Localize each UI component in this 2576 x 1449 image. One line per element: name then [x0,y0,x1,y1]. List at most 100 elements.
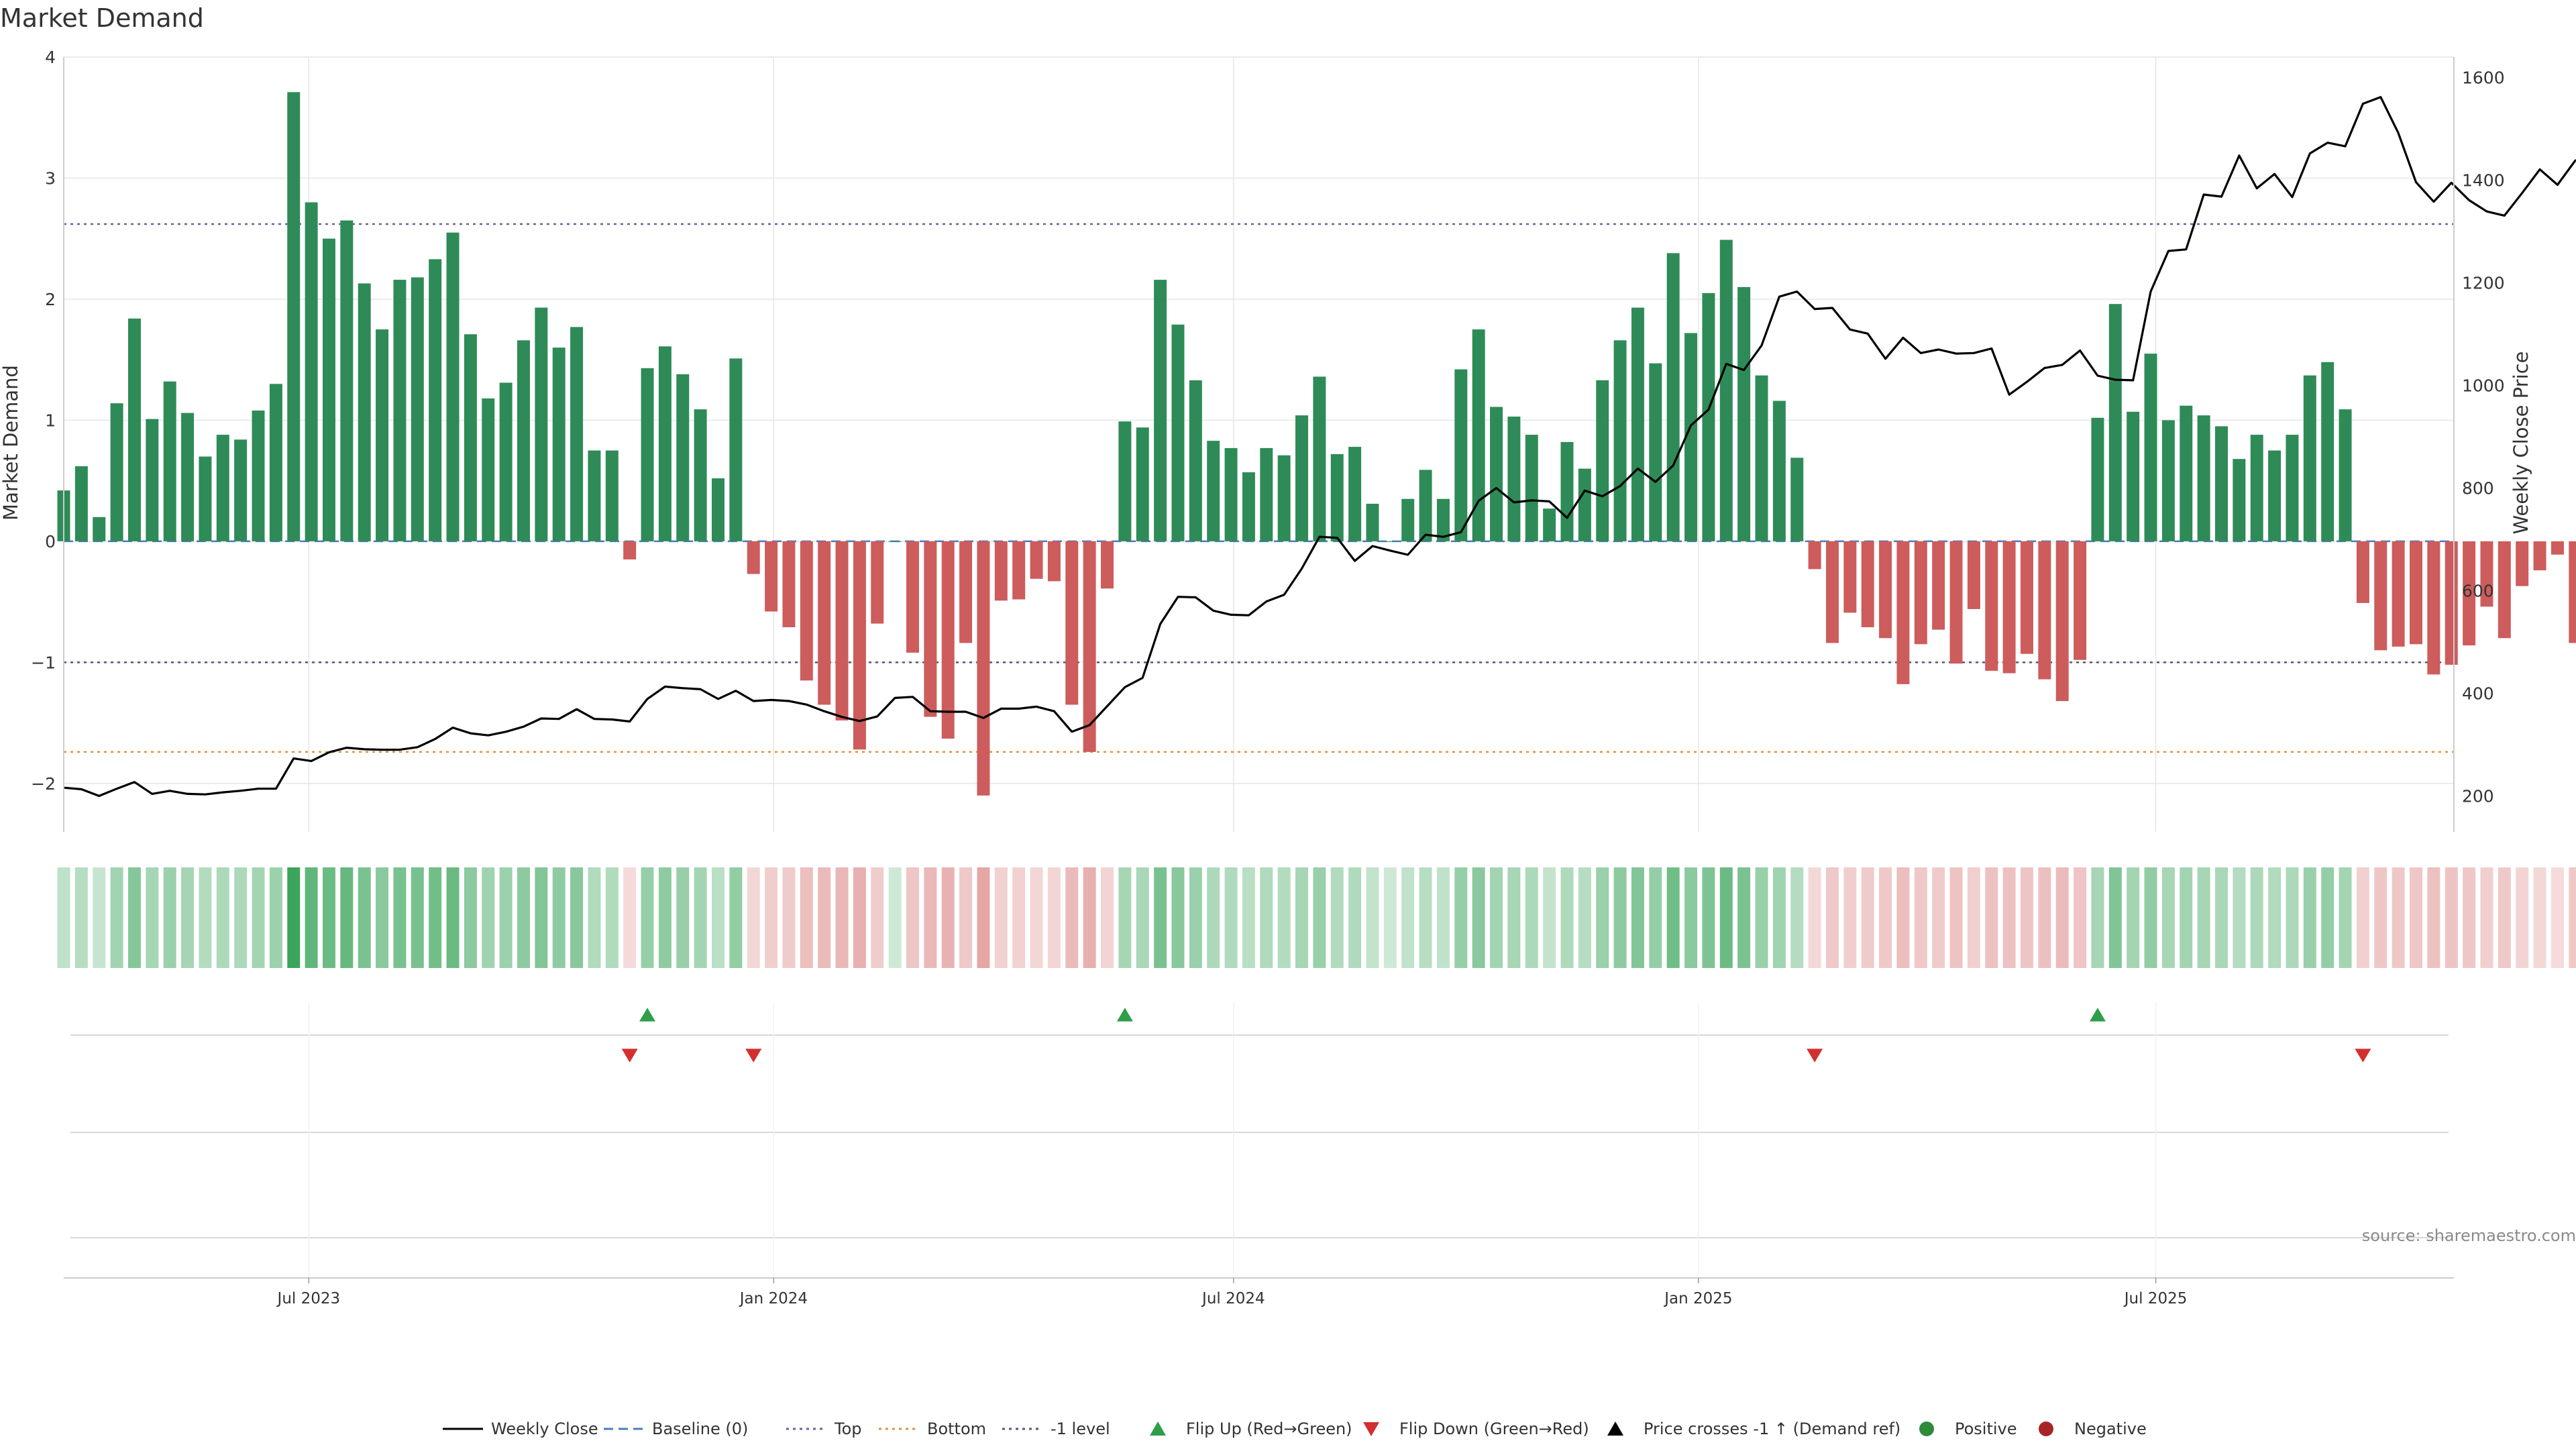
heat-cell [2569,867,2576,968]
y2-tick-label: 1400 [2462,171,2505,191]
legend-label: -1 level [1051,1419,1110,1438]
legend-label: Top [834,1419,862,1438]
demand-bar [411,277,424,541]
heat-cell [1560,867,1574,968]
demand-bar [2410,541,2422,645]
heat-cell [2480,867,2493,968]
heat-cell [2356,867,2369,968]
demand-bar [888,541,902,542]
heat-cell [1012,867,1026,968]
demand-bar [1879,541,1892,639]
demand-bar [2480,541,2493,607]
heat-cell [181,867,195,968]
heat-cell [1507,867,1521,968]
heat-cell [676,867,690,968]
demand-bar [1985,541,1998,671]
demand-bar [853,541,866,750]
heat-cell [199,867,212,968]
heat-cell [1401,867,1415,968]
demand-bar [358,283,371,541]
demand-bar [1631,307,1644,541]
heat-cell [1684,867,1698,968]
heat-cell [1472,867,1485,968]
demand-bar [322,238,335,541]
heat-cell [163,867,176,968]
flip-up-marker [1116,1008,1133,1022]
demand-bar [747,541,760,574]
heat-cell [2108,867,2122,968]
demand-bar [1472,329,1485,541]
heat-cell [1525,867,1538,968]
y2-tick-label: 1200 [2462,274,2505,293]
demand-bar [2445,541,2458,665]
x-tick-label: Jul 2025 [2123,1290,2188,1307]
demand-bar [1348,447,1362,541]
demand-bar [1702,292,1715,541]
demand-bar [1560,441,1574,541]
demand-bar [110,403,123,541]
demand-bar [2533,541,2546,571]
heat-cell [2374,867,2387,968]
demand-bar [1277,455,1291,541]
legend: Weekly Close Baseline (0) Top Bottom -1 leve… [443,1419,2147,1438]
negative-swatch [2039,1421,2053,1436]
heat-cell [340,867,354,968]
demand-bar [2339,409,2352,541]
y2-tick-label: 1600 [2462,68,2505,88]
demand-bar [464,334,477,541]
heat-cell [287,867,301,968]
heat-cell [1419,867,1432,968]
demand-bar [871,541,884,624]
y-tick-label: 4 [45,48,56,67]
demand-bar [623,541,637,559]
demand-bar [1189,380,1202,541]
heat-cell [376,867,389,968]
demand-bar [2356,541,2369,603]
heat-cell [2144,867,2157,968]
demand-bar [2233,459,2246,541]
heat-cell [2002,867,2016,968]
demand-bar [1490,407,1503,541]
demand-bar [146,419,159,541]
y-tick-label: 3 [45,168,56,188]
demand-bar [835,541,849,720]
heat-cell [1861,867,1874,968]
demand-bar [1224,447,1238,541]
heat-cell [1454,867,1468,968]
demand-bar [499,382,513,541]
heat-cell [2533,867,2546,968]
heat-cell [1543,867,1556,968]
heat-cell [1790,867,1804,968]
legend-label: Price crosses -1 ↑ (Demand ref) [1644,1419,1900,1438]
demand-bar [1242,472,1255,541]
heat-cell [570,867,584,968]
heat-cell [1985,867,1998,968]
demand-bar [2268,450,2282,541]
source-note: source: sharemaestro.com [2362,1226,2576,1245]
demand-bar [1436,498,1450,541]
heat-cell [1171,867,1185,968]
demand-bar [535,307,548,541]
demand-bar [287,92,301,541]
heat-cell [2551,867,2564,968]
demand-bar [393,280,407,541]
heat-cell [2055,867,2069,968]
demand-bar [1207,441,1220,541]
x-axis: Jul 2023 Jan 2024 Jul 2024 Jan 2025 Jul 2025 [64,1277,2454,1307]
heat-cell [1949,867,1963,968]
demand-bar [2286,435,2299,541]
y-tick-label: −2 [31,774,56,794]
heat-cell [1843,867,1857,968]
heat-cell [535,867,548,968]
heat-cell [2445,867,2458,968]
y2-axis-label: Weekly Close Price [2510,352,2532,535]
heat-cell [2233,867,2246,968]
y-tick-label: 1 [45,411,56,430]
heat-cell [1330,867,1344,968]
heat-cell [2303,867,2316,968]
heat-cell [694,867,707,968]
heat-cell [1224,867,1238,968]
demand-bar [2498,541,2511,639]
heat-cell [658,867,672,968]
flip-up-marker [2089,1008,2106,1022]
